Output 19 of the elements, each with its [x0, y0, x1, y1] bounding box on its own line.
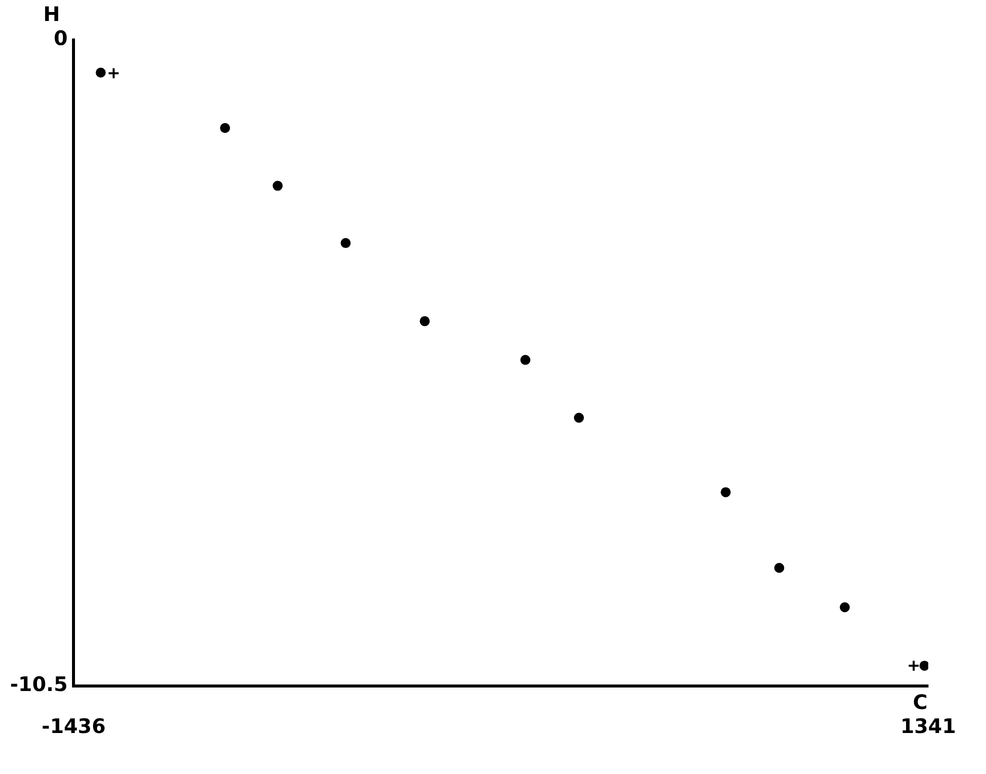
point	[908, 660, 920, 672]
point	[272, 180, 283, 191]
point	[108, 67, 120, 80]
point	[96, 68, 106, 78]
y-tick-label: 0	[54, 26, 68, 50]
point	[919, 660, 928, 671]
x-tick-label: -1436	[42, 714, 106, 738]
point	[774, 562, 784, 573]
x-axis-title: C	[912, 690, 928, 714]
point	[520, 354, 530, 365]
x-tick-label: 1341	[900, 714, 956, 738]
point	[840, 602, 850, 612]
y-axis-title: H	[43, 2, 60, 26]
y-tick-label: -10.5	[10, 672, 68, 696]
point	[340, 238, 351, 248]
point	[574, 412, 584, 423]
point	[420, 316, 430, 326]
point	[220, 122, 230, 133]
point	[720, 487, 731, 498]
